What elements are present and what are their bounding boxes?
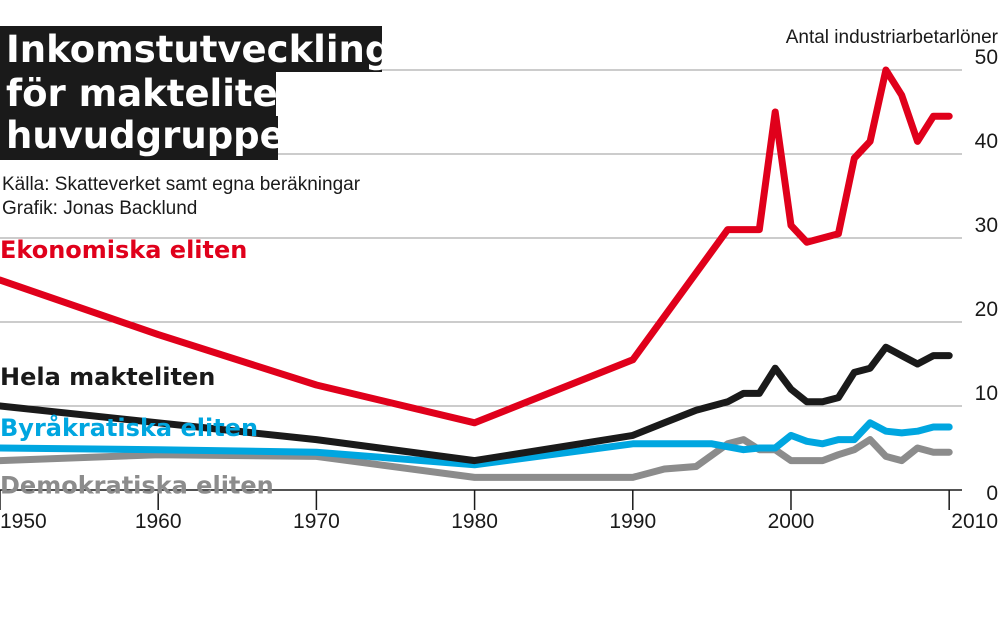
source-line: Källa: Skatteverket samt egna beräkninga… (2, 174, 361, 195)
series-label-demokratiska-eliten: Demokratiska eliten (0, 472, 274, 500)
x-tick-label-2010: 2010 (951, 510, 998, 533)
title-line-2: för maktelitens (6, 72, 326, 115)
series-labels: Demokratiska eliten Byråkratiska eliten He… (0, 236, 274, 500)
axes: 0 10 20 30 40 50 1950 1960 1970 1980 1990 2000 2010 (0, 46, 998, 533)
y-tick-label-10: 10 (975, 382, 998, 405)
x-tick-label-1980: 1980 (451, 510, 498, 533)
x-tick-label-1950: 1950 (0, 510, 47, 533)
y-tick-label-30: 30 (975, 214, 998, 237)
x-tick-label-2000: 2000 (768, 510, 815, 533)
y-axis-unit-label: Antal industriarbetarlöner (786, 27, 999, 48)
series-label-ekonomiska-eliten: Ekonomiska eliten (0, 236, 247, 264)
y-tick-label-50: 50 (975, 46, 998, 69)
x-tick-label-1960: 1960 (135, 510, 182, 533)
chart-title: Inkomstutvecklingen för maktelitens huvu… (0, 26, 443, 160)
x-tick-label-1970: 1970 (293, 510, 340, 533)
series-line-byråkratiska-eliten (0, 419, 953, 469)
title-background-2 (0, 72, 276, 116)
title-background-1 (0, 26, 382, 72)
series-line-demokratiska-eliten (0, 436, 953, 481)
title-line-3: huvudgrupper (6, 114, 304, 157)
series-line-ekonomiska-eliten (0, 66, 953, 427)
title-background-3 (0, 116, 278, 160)
y-tick-label-20: 20 (975, 298, 998, 321)
title-line-1: Inkomstutvecklingen (6, 28, 443, 71)
credit-line: Grafik: Jonas Backlund (2, 198, 197, 219)
series-label-hela-makteliten: Hela makteliten (0, 363, 215, 391)
series-label-byråkratiska-eliten: Byråkratiska eliten (0, 413, 258, 442)
y-tick-label-0: 0 (986, 482, 998, 505)
series-line-hela-makteliten (0, 343, 953, 465)
x-tick-label-1990: 1990 (609, 510, 656, 533)
series-lines (0, 66, 953, 481)
y-tick-label-40: 40 (975, 130, 998, 153)
